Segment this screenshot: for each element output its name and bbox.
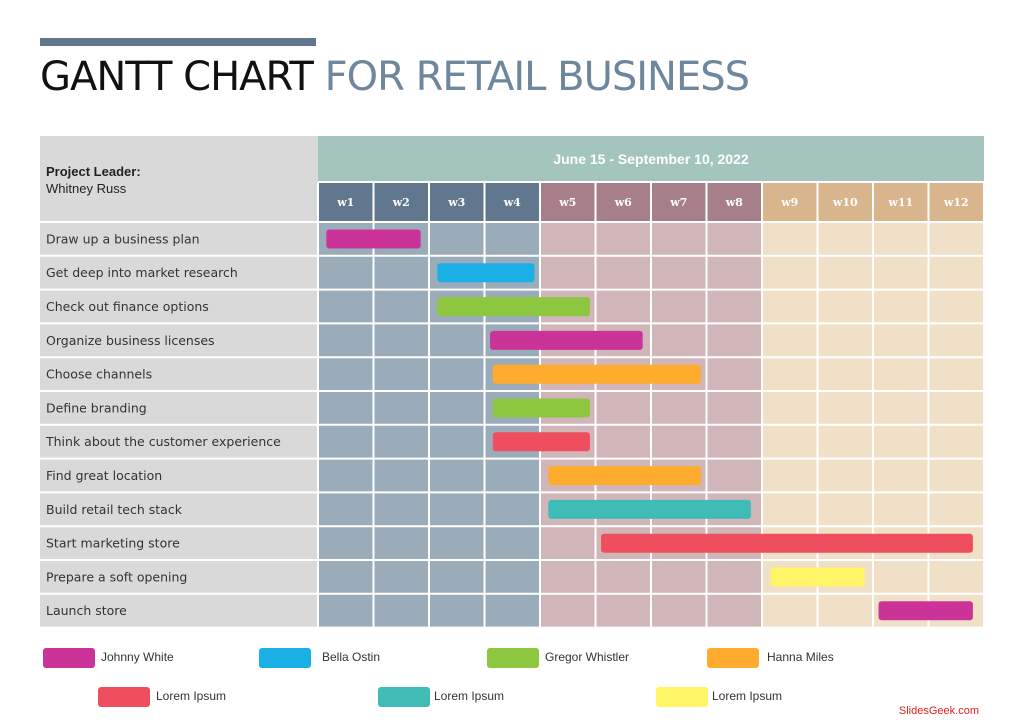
week-header-cell xyxy=(762,182,818,222)
project-leader-label: Project Leader: xyxy=(46,164,141,179)
week-label: w2 xyxy=(392,196,410,209)
legend-label: Lorem Ipsum xyxy=(712,689,783,703)
week-label: w9 xyxy=(780,196,798,209)
week-label: w3 xyxy=(447,196,465,209)
task-name: Build retail tech stack xyxy=(46,502,183,517)
week-label: w1 xyxy=(336,196,354,209)
period-header xyxy=(318,136,984,182)
legend-swatch xyxy=(707,648,759,668)
credit-text: SlidesGeek.com xyxy=(898,705,979,717)
task-name: Choose channels xyxy=(46,367,152,382)
task-bar xyxy=(490,330,643,350)
legend-label: Hanna Miles xyxy=(767,650,834,664)
task-name: Get deep into market research xyxy=(46,265,238,280)
period-label: June 15 - September 10, 2022 xyxy=(553,151,749,167)
week-header-cell xyxy=(706,182,762,222)
task-bar xyxy=(326,229,421,249)
task-bar xyxy=(548,499,751,519)
legend-swatch xyxy=(259,648,311,668)
task-label-column xyxy=(40,136,318,628)
task-bar xyxy=(492,364,701,384)
week-header-cell xyxy=(595,182,651,222)
title-accent-bar xyxy=(40,38,316,46)
task-bar xyxy=(492,398,590,418)
task-name: Think about the customer experience xyxy=(45,434,281,449)
week-header-cell xyxy=(429,182,485,222)
week-label: w6 xyxy=(614,196,632,209)
page-title: GANTT CHART FOR RETAIL BUSINESS xyxy=(40,52,750,104)
week-header-cell xyxy=(873,182,929,222)
project-leader: Project Leader: Whitney Russ xyxy=(46,163,141,197)
week-header-cell xyxy=(373,182,429,222)
legend-label: Lorem Ipsum xyxy=(434,689,505,703)
legend-label: Bella Ostin xyxy=(322,650,381,664)
legend-swatch xyxy=(98,687,150,707)
project-leader-name: Whitney Russ xyxy=(46,181,127,196)
task-name: Start marketing store xyxy=(46,536,180,551)
task-name: Find great location xyxy=(46,468,162,483)
week-label: w4 xyxy=(503,196,521,209)
task-name: Draw up a business plan xyxy=(46,231,200,246)
task-bar xyxy=(437,263,535,283)
task-bar xyxy=(601,533,973,553)
week-header-cell xyxy=(817,182,873,222)
legend-swatch xyxy=(43,648,95,668)
task-bar xyxy=(437,297,590,317)
title-part2: FOR RETAIL BUSINESS xyxy=(324,54,750,100)
task-bar xyxy=(548,466,701,486)
title-part1: GANTT CHART xyxy=(40,54,314,100)
week-label: w5 xyxy=(558,196,576,209)
week-label: w10 xyxy=(832,196,858,209)
task-bar xyxy=(878,601,973,621)
week-header-cell xyxy=(928,182,984,222)
legend-label: Gregor Whistler xyxy=(545,650,630,664)
week-label: w12 xyxy=(943,196,969,209)
week-label: w7 xyxy=(669,196,687,209)
week-header-cell xyxy=(540,182,596,222)
week-header-cell xyxy=(484,182,540,222)
week-label: w8 xyxy=(725,196,743,209)
week-header-cell xyxy=(651,182,707,222)
legend-label: Lorem Ipsum xyxy=(156,689,227,703)
task-name: Prepare a soft opening xyxy=(46,569,187,584)
task-name: Check out finance options xyxy=(46,299,209,314)
task-bar xyxy=(770,567,865,587)
task-name: Launch store xyxy=(46,603,127,618)
task-name: Organize business licenses xyxy=(46,333,215,348)
task-name: Define branding xyxy=(46,400,147,415)
week-label: w11 xyxy=(887,196,913,209)
task-bar xyxy=(492,432,590,452)
legend-swatch xyxy=(656,687,708,707)
legend-swatch xyxy=(487,648,539,668)
legend-swatch xyxy=(378,687,430,707)
legend-label: Johnny White xyxy=(101,650,174,664)
week-header-cell xyxy=(318,182,374,222)
